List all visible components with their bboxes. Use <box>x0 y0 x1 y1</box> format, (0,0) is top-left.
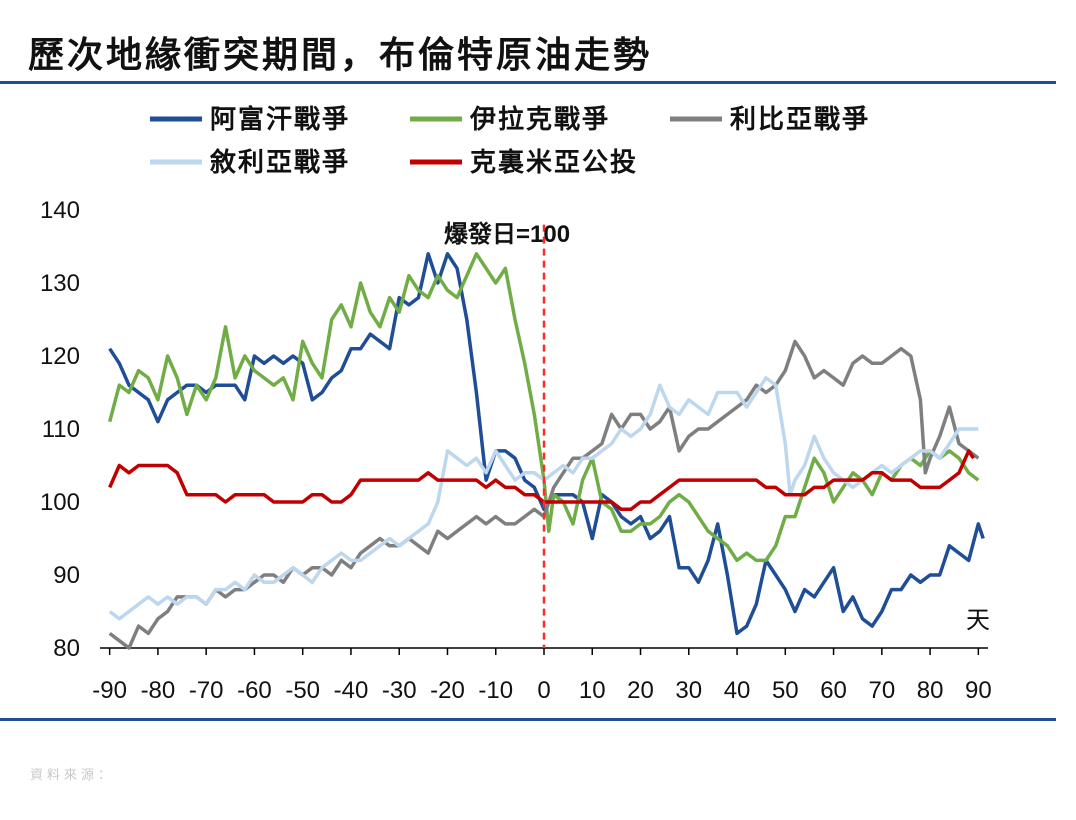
bottom-divider <box>0 718 1056 721</box>
x-tick-label: 20 <box>627 677 654 704</box>
y-tick-label: 140 <box>40 197 80 224</box>
legend-label-4: 敘利亞戰爭 <box>210 147 350 178</box>
x-tick-label: 90 <box>965 677 992 704</box>
x-tick-label: -90 <box>92 677 127 704</box>
x-axis-unit-label: 天 <box>966 607 990 634</box>
chart-title: 歷次地緣衝突期間，布倫特原油走勢 <box>28 35 653 76</box>
y-tick-label: 120 <box>40 343 80 370</box>
x-tick-label: -60 <box>237 677 272 704</box>
x-tick-label: -40 <box>334 677 369 704</box>
x-tick-label: -10 <box>478 677 513 704</box>
x-tick-label: -50 <box>285 677 320 704</box>
y-tick-label: 100 <box>40 489 80 516</box>
x-tick-label: -20 <box>430 677 465 704</box>
legend-label-5: 克裏米亞公投 <box>470 147 638 178</box>
series-line-4 <box>108 376 979 621</box>
x-tick-label: 0 <box>537 677 550 704</box>
x-tick-label: 30 <box>675 677 702 704</box>
legend-label-2: 伊拉克戰爭 <box>469 104 610 135</box>
x-tick-label: 50 <box>772 677 799 704</box>
x-tick-label: -80 <box>141 677 176 704</box>
x-tick-label: -30 <box>382 677 417 704</box>
y-tick-label: 90 <box>53 562 80 589</box>
x-tick-label: 40 <box>724 677 751 704</box>
y-tick-label: 130 <box>40 270 80 297</box>
legend-label-3: 利比亞戰爭 <box>730 105 870 135</box>
y-tick-label: 110 <box>42 416 80 443</box>
title-divider <box>0 81 1056 84</box>
event-annotation: 爆發日=100 <box>444 221 570 248</box>
series-line-1 <box>108 252 985 636</box>
legend-label-1: 阿富汗戰爭 <box>210 104 350 135</box>
source-note: 資料來源： <box>30 768 116 783</box>
x-tick-label: 80 <box>917 677 944 704</box>
x-tick-label: 10 <box>579 677 606 704</box>
x-tick-label: 60 <box>820 677 847 704</box>
x-tick-label: 70 <box>868 677 895 704</box>
y-tick-label: 80 <box>53 635 80 662</box>
x-tick-label: -70 <box>189 677 224 704</box>
